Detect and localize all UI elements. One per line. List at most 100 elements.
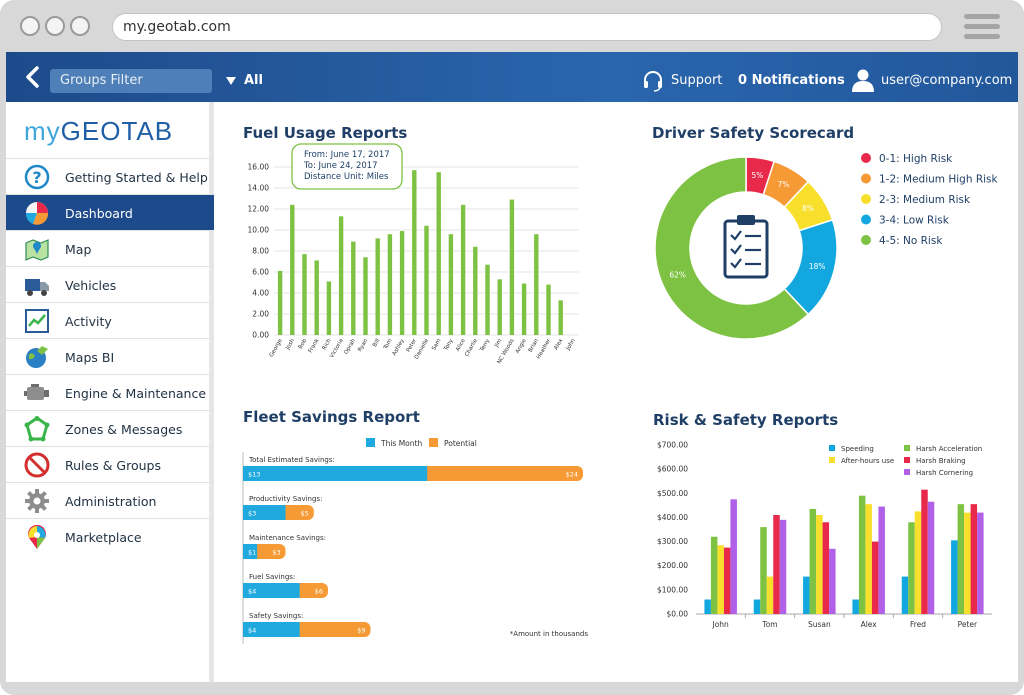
bar[interactable]	[412, 170, 417, 335]
bar[interactable]	[816, 515, 823, 614]
this-month-label: $1	[248, 549, 256, 557]
bar[interactable]	[927, 501, 935, 614]
bar[interactable]	[809, 508, 817, 614]
chevron-down-icon[interactable]	[226, 77, 236, 85]
bar[interactable]	[558, 300, 563, 335]
x-tick-label: Sam	[431, 338, 442, 352]
bar[interactable]	[704, 599, 711, 614]
sidebar-item-zones-messages[interactable]: Zones & Messages	[6, 410, 214, 446]
bar[interactable]	[290, 204, 295, 335]
sidebar-item-engine-maintenance[interactable]: Engine & Maintenance	[6, 374, 214, 410]
window-minimize-dot[interactable]	[45, 16, 65, 36]
bar[interactable]	[871, 541, 879, 614]
bar[interactable]	[448, 234, 454, 335]
bar[interactable]	[710, 536, 718, 614]
bar[interactable]	[387, 234, 393, 335]
bar[interactable]	[753, 599, 761, 614]
bar[interactable]	[326, 281, 332, 335]
legend-label: Potential	[444, 439, 477, 448]
bar[interactable]	[908, 522, 915, 614]
y-tick-label: 2.00	[252, 310, 269, 319]
bar[interactable]	[717, 545, 724, 614]
this-month-bar[interactable]	[243, 583, 300, 598]
bar[interactable]	[858, 495, 866, 614]
sidebar-item-maps-bi[interactable]: Maps BI	[6, 338, 214, 374]
bar[interactable]	[977, 512, 984, 614]
donut-slice[interactable]	[654, 156, 810, 340]
bar[interactable]	[424, 225, 429, 335]
bar[interactable]	[473, 246, 478, 335]
bar[interactable]	[338, 216, 344, 335]
bar[interactable]	[760, 527, 767, 614]
this-month-label: $4	[248, 588, 256, 596]
notifications-link[interactable]: 0 Notifications	[738, 73, 845, 88]
sidebar-item-dashboard[interactable]: Dashboard	[6, 194, 214, 230]
window-close-dot[interactable]	[20, 16, 40, 36]
bar[interactable]	[852, 599, 859, 614]
bar[interactable]	[399, 231, 405, 335]
sidebar-item-getting-started-help[interactable]: ? Getting Started & Help	[6, 158, 214, 194]
bar[interactable]	[779, 519, 787, 614]
slice-label: 8%	[802, 204, 814, 213]
bar[interactable]	[314, 260, 319, 335]
this-month-bar[interactable]	[243, 544, 258, 559]
window-maximize-dot[interactable]	[70, 16, 90, 36]
bar[interactable]	[951, 540, 958, 614]
this-month-label: $13	[248, 471, 260, 479]
groups-filter-input[interactable]: Groups Filter	[50, 69, 212, 93]
bar[interactable]	[957, 504, 965, 614]
browser-menu-icon[interactable]	[964, 14, 1000, 40]
bar[interactable]	[822, 522, 830, 614]
support-link[interactable]: Support	[671, 73, 723, 88]
bar[interactable]	[363, 257, 368, 335]
bar[interactable]	[521, 283, 527, 335]
bar[interactable]	[351, 241, 356, 335]
bar[interactable]	[865, 504, 872, 614]
this-month-bar[interactable]	[243, 466, 428, 481]
bar[interactable]	[829, 548, 836, 614]
bar[interactable]	[914, 511, 922, 614]
bar[interactable]	[485, 264, 490, 335]
bar[interactable]	[302, 254, 307, 335]
bar[interactable]	[723, 547, 731, 614]
bar[interactable]	[460, 204, 466, 335]
bar[interactable]	[509, 199, 515, 335]
sidebar-item-rules-groups[interactable]: Rules & Groups	[6, 446, 214, 482]
group-filter-value[interactable]: All	[244, 73, 263, 88]
bar[interactable]	[773, 515, 780, 614]
fuel-usage-chart: 0.00 2.00 4.00 6.00 8.00 10.00 12.00 14.00 16.00…	[248, 143, 579, 365]
bar[interactable]	[921, 489, 928, 614]
bar[interactable]	[901, 576, 909, 614]
back-arrow-icon[interactable]	[22, 66, 44, 88]
bar[interactable]	[546, 284, 551, 335]
legend-dot	[861, 153, 871, 163]
tooltip-box	[291, 143, 403, 190]
x-tick-label: Jim	[493, 338, 503, 349]
bar[interactable]	[375, 238, 380, 335]
sidebar-item-vehicles[interactable]: Vehicles	[6, 266, 214, 302]
bar[interactable]	[766, 576, 774, 614]
bar[interactable]	[497, 279, 502, 335]
bar[interactable]	[803, 576, 810, 614]
y-tick-label: 16.00	[248, 163, 270, 172]
sidebar-item-administration[interactable]: Administration	[6, 482, 214, 518]
legend-swatch	[829, 457, 835, 463]
sidebar-item-activity[interactable]: Activity	[6, 302, 214, 338]
bar[interactable]	[277, 270, 283, 335]
sidebar-item-marketplace[interactable]: Marketplace	[6, 518, 214, 554]
bar[interactable]	[534, 234, 539, 335]
sidebar-item-map[interactable]: Map	[6, 230, 214, 266]
this-month-bar[interactable]	[243, 505, 286, 520]
user-account-link[interactable]: user@company.com	[881, 73, 1013, 88]
category-label: Maintenance Savings:	[249, 534, 326, 542]
x-tick-label: Susan	[808, 620, 831, 629]
address-bar[interactable]: my.geotab.com	[112, 13, 942, 41]
y-tick-label: 4.00	[252, 289, 269, 298]
bar[interactable]	[730, 499, 737, 614]
bar[interactable]	[964, 512, 971, 614]
bar[interactable]	[436, 172, 441, 335]
bar[interactable]	[970, 504, 978, 614]
bar[interactable]	[878, 506, 885, 614]
this-month-bar[interactable]	[243, 622, 300, 637]
mygeotab-logo[interactable]: myGEOTAB	[24, 116, 174, 146]
